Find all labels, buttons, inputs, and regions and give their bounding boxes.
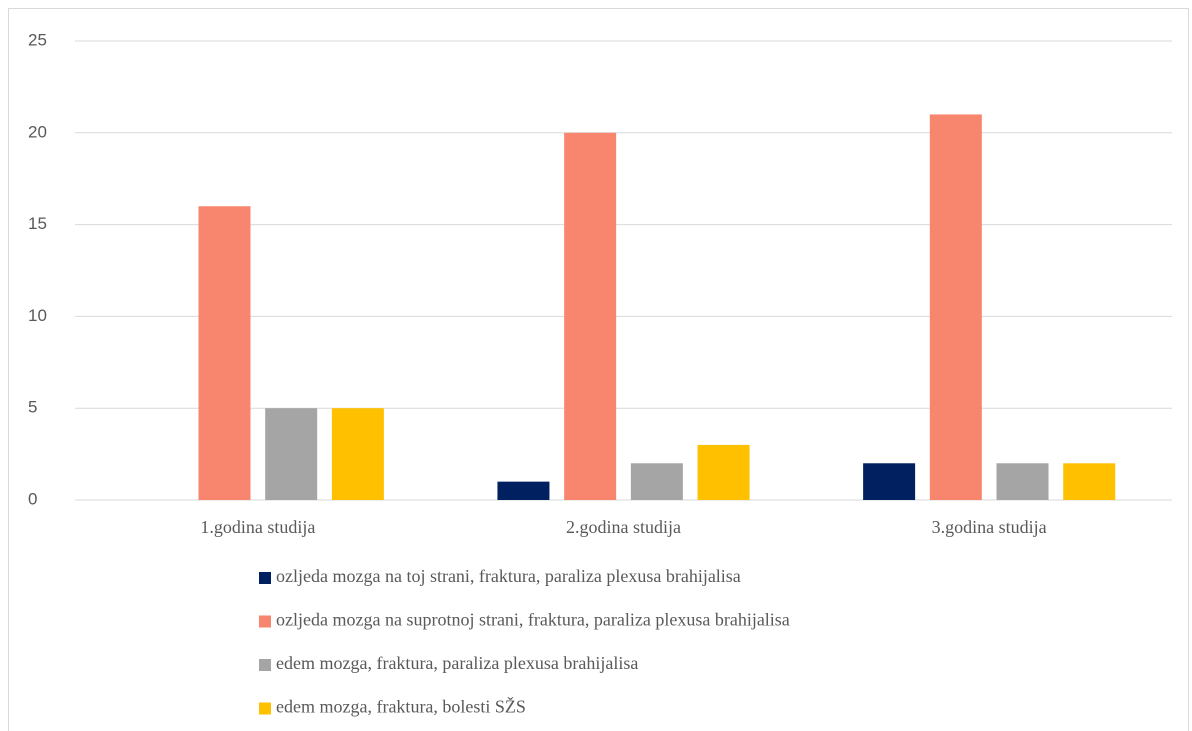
legend-swatch: [259, 702, 271, 715]
y-tick-label: 5: [28, 398, 37, 417]
bar: [265, 408, 318, 500]
y-tick-label: 25: [28, 30, 47, 49]
legend-label: edem mozga, fraktura, bolesti SŽS: [276, 696, 526, 717]
bar: [564, 132, 617, 501]
legend-label: edem mozga, fraktura, paraliza plexusa b…: [276, 653, 638, 673]
bar: [1063, 463, 1116, 500]
y-tick-label: 20: [28, 122, 47, 141]
legend-swatch: [259, 659, 271, 671]
y-tick-label: 10: [28, 306, 47, 325]
legend-label: ozljeda mozga na suprotnoj strani, frakt…: [276, 610, 790, 630]
y-tick-label: 0: [28, 489, 37, 508]
bar: [497, 481, 550, 500]
x-tick-label: 2.godina studija: [566, 517, 681, 537]
bar: [630, 463, 683, 500]
bar: [996, 463, 1049, 500]
bar: [331, 408, 384, 500]
bar: [697, 444, 750, 500]
x-tick-label: 3.godina studija: [932, 517, 1047, 537]
y-tick-label: 15: [28, 214, 47, 233]
bar: [929, 114, 982, 500]
legend-swatch: [259, 615, 271, 628]
legend-swatch: [259, 572, 271, 584]
legend-label: ozljeda mozga na toj strani, fraktura, p…: [276, 566, 741, 586]
chart-border: [8, 8, 1189, 731]
bar: [863, 463, 916, 500]
x-tick-label: 1.godina studija: [200, 517, 315, 537]
bar: [198, 206, 251, 501]
